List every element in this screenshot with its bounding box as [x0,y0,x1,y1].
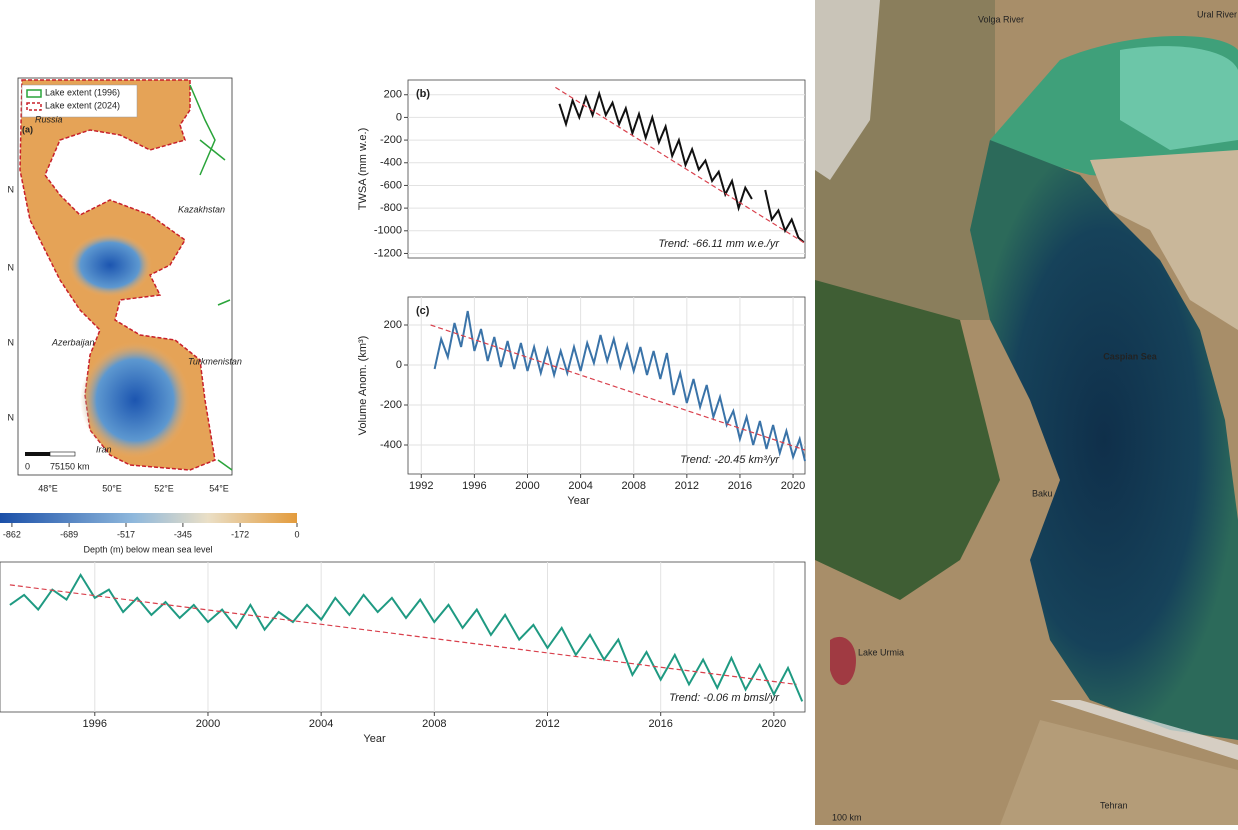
trend-label: Trend: -20.45 km³/yr [680,454,780,466]
map-labels: Lake extent (1996) Lake extent (2024) (a)R… [3,87,300,554]
trend-line [9,584,797,685]
lat-label: N [8,262,15,272]
x-tick-label: 2004 [568,480,592,492]
place-label: Ural River [1197,9,1237,19]
colorbar-tick-label: -345 [174,529,192,539]
x-axis-label: Year [567,495,590,507]
country-label: Azerbaijan [51,337,95,347]
lon-label: 48°E [38,483,58,493]
y-tick-label: 0 [396,111,402,123]
plot-area [407,79,806,259]
y-tick-label: 200 [384,319,402,331]
country-label: Iran [96,444,112,454]
y-tick-label: 200 [384,89,402,101]
legend-label: Lake extent (2024) [45,100,120,110]
y-tick-label: -1000 [374,225,402,237]
plot-area [407,296,806,475]
satellite-labels: Volga River Ural River Caspian Sea Baku Lake… [832,9,1237,822]
lat-label: N [8,184,15,194]
place-label: Lake Urmia [858,647,904,657]
x-tick-label: 2000 [515,480,539,492]
x-tick-label: 2004 [309,718,333,730]
y-axis-label: Volume Anom. (km³) [357,336,369,436]
legend-label: Lake extent (1996) [45,87,120,97]
trend-label: Trend: -0.06 m bmsl/yr [669,692,780,704]
place-label: Caspian Sea [1103,351,1158,361]
country-label: Kazakhstan [178,204,225,214]
scale-label: 75 [50,461,60,471]
place-label: Volga River [978,14,1024,24]
lon-label: 50°E [102,483,122,493]
trend-line [430,324,806,451]
y-tick-label: -600 [380,179,402,191]
colorbar-tick-label: -517 [117,529,135,539]
x-tick-label: 2012 [535,718,559,730]
place-label: Baku [1032,488,1053,498]
charts: 2000-200-400-600-800-1000-1200(b)TWSA (m… [0,79,806,745]
lon-label: 54°E [209,483,229,493]
panel-label: (a) [22,124,33,134]
panel-label: (b) [416,88,430,100]
chart-panel: 1996 2000 2004 2008 2012 2016 2020 Year Trend: -… [0,561,806,745]
lat-label: N [8,337,15,347]
x-tick-label: 1996 [83,718,107,730]
y-tick-label: -200 [380,134,402,146]
x-tick-label: 2016 [728,480,752,492]
data-line [558,90,805,243]
trend-label: Trend: -66.11 mm w.e./yr [658,238,780,250]
colorbar-tick-label: -689 [60,529,78,539]
chart-panel: 200 0 -200 -400 -600 -800 -1000 -1200 (b) TWSA (m… [357,79,806,259]
scale-label: 150 km [60,461,90,471]
y-tick-label: 0 [396,359,402,371]
x-tick-label: 2020 [781,480,805,492]
country-label: Turkmenistan [188,356,242,366]
x-tick-label: 2012 [675,480,699,492]
x-axis-label: Year [363,733,386,745]
scale-label: 100 km [832,812,862,822]
x-tick-label: 2000 [196,718,220,730]
trend-line [555,86,806,244]
colorbar-tick-label: -172 [231,529,249,539]
y-tick-label: -400 [380,439,402,451]
panel-label: (c) [416,305,430,317]
country-label: Russia [35,114,63,124]
data-line [9,572,804,702]
colorbar-tick-label: 0 [294,529,299,539]
place-label: Tehran [1100,800,1128,810]
x-tick-label: 2016 [648,718,672,730]
satellite-image [815,0,1238,825]
colorbar-tick-label: -862 [3,529,21,539]
x-tick-label: 1996 [462,480,486,492]
map-panel [0,77,297,523]
x-tick-label: 2020 [762,718,786,730]
lat-label: N [8,412,15,422]
x-tick-label: 2008 [621,480,645,492]
y-tick-label: -800 [380,202,402,214]
plot-area [0,561,806,713]
y-tick-label: -400 [380,157,402,169]
y-tick-label: -200 [380,399,402,411]
data-line [433,310,806,462]
x-tick-label: 2008 [422,718,446,730]
colorbar-label: Depth (m) below mean sea level [83,544,212,554]
y-tick-label: -1200 [374,247,402,259]
x-tick-label: 1992 [409,480,433,492]
y-axis-label: TWSA (mm w.e.) [357,128,369,211]
lon-label: 52°E [154,483,174,493]
scale-label: 0 [25,461,30,471]
